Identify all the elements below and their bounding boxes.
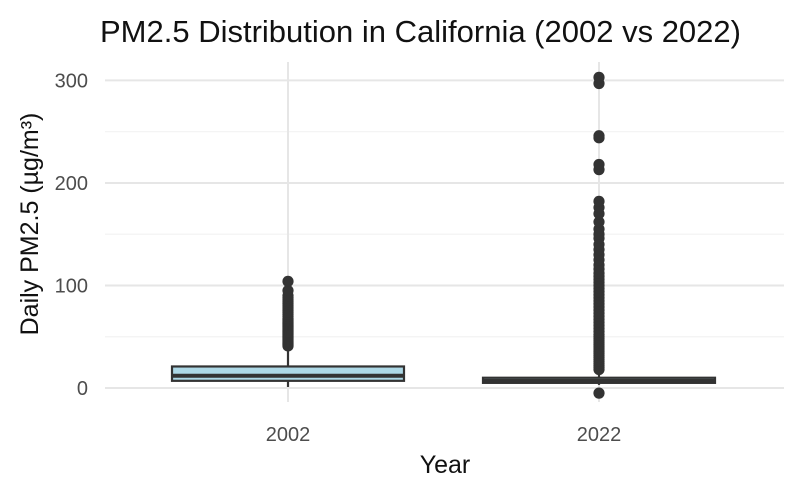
y-tick-label: 300 [55,70,88,92]
outlier-point [593,130,605,142]
x-tick-labels: 2002 2022 [266,424,622,446]
y-tick-label: 0 [77,378,88,400]
box-2022 [481,71,717,399]
box-body [170,365,406,382]
outlier-point [593,387,605,399]
chart-title: PM2.5 Distribution in California (2002 v… [100,14,741,49]
y-tick-label: 100 [55,275,88,297]
grid [105,62,784,402]
box-series [170,71,717,399]
outlier-point [593,195,605,207]
x-tick-label: 2022 [577,424,622,446]
y-axis-title: Daily PM2.5 (µg/m³) [16,113,44,336]
y-tick-labels: 0 100 200 300 [55,70,88,400]
outlier-point [282,284,294,297]
x-axis-title: Year [420,451,471,479]
outlier-point [593,158,605,171]
outlier-point [593,216,605,228]
x-tick-label: 2002 [266,424,311,446]
outlier-point [282,275,294,287]
outlier-point [593,71,605,83]
y-tick-label: 200 [55,173,88,195]
box-2002 [170,275,406,387]
